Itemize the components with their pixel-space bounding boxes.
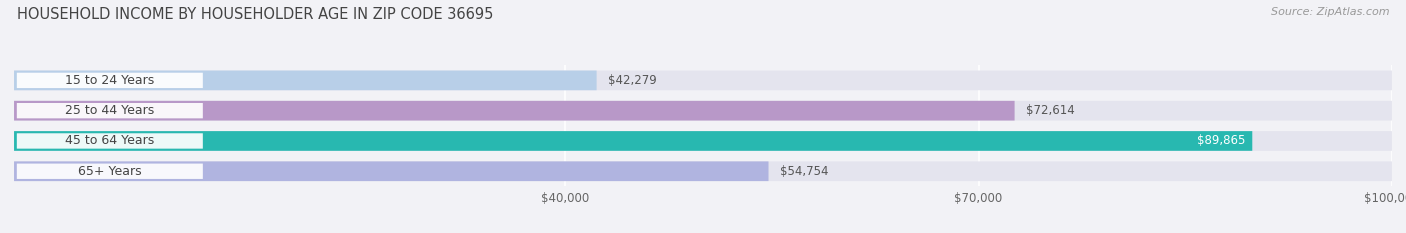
Text: $54,754: $54,754 xyxy=(779,165,828,178)
Text: HOUSEHOLD INCOME BY HOUSEHOLDER AGE IN ZIP CODE 36695: HOUSEHOLD INCOME BY HOUSEHOLDER AGE IN Z… xyxy=(17,7,494,22)
Text: 45 to 64 Years: 45 to 64 Years xyxy=(65,134,155,147)
Text: 65+ Years: 65+ Years xyxy=(77,165,142,178)
FancyBboxPatch shape xyxy=(14,161,769,181)
FancyBboxPatch shape xyxy=(14,101,1392,120)
Text: $89,865: $89,865 xyxy=(1197,134,1246,147)
FancyBboxPatch shape xyxy=(14,71,1392,90)
FancyBboxPatch shape xyxy=(14,131,1253,151)
Text: $72,614: $72,614 xyxy=(1025,104,1074,117)
FancyBboxPatch shape xyxy=(14,161,1392,181)
FancyBboxPatch shape xyxy=(14,101,1015,120)
Text: 25 to 44 Years: 25 to 44 Years xyxy=(65,104,155,117)
FancyBboxPatch shape xyxy=(17,133,202,149)
Text: 15 to 24 Years: 15 to 24 Years xyxy=(65,74,155,87)
FancyBboxPatch shape xyxy=(17,103,202,118)
FancyBboxPatch shape xyxy=(17,73,202,88)
FancyBboxPatch shape xyxy=(14,131,1392,151)
FancyBboxPatch shape xyxy=(14,71,596,90)
Text: Source: ZipAtlas.com: Source: ZipAtlas.com xyxy=(1271,7,1389,17)
FancyBboxPatch shape xyxy=(17,164,202,179)
Text: $42,279: $42,279 xyxy=(607,74,657,87)
